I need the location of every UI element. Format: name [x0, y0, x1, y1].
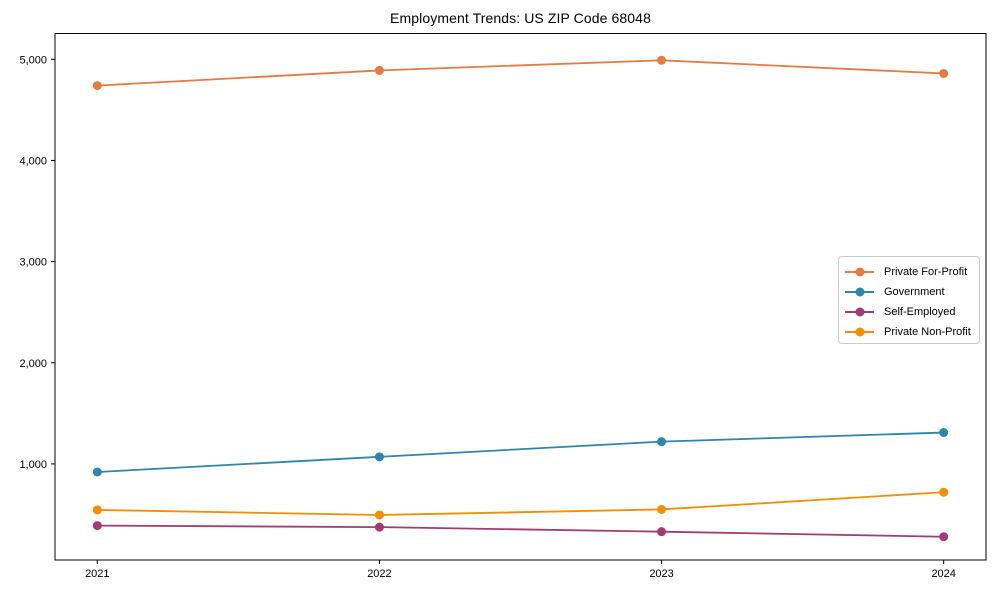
legend-item-private-non-profit: Private Non-Profit	[845, 322, 979, 342]
series-line-self-employed	[96, 524, 945, 538]
y-tick-label: 1,000	[19, 459, 47, 471]
legend-label: Self-Employed	[884, 305, 956, 318]
series-line-government	[96, 431, 945, 473]
legend-dot-icon	[855, 287, 864, 297]
series-self-employed	[92, 521, 949, 542]
axes-box	[54, 33, 987, 561]
legend-item-self-employed: Self-Employed	[845, 302, 979, 322]
legend-dot-icon	[855, 307, 864, 317]
data-point-private-non-profit-2024	[939, 487, 949, 497]
y-tick-label: 3,000	[19, 257, 47, 269]
legend-line-marker-icon	[845, 307, 874, 317]
data-point-government-2023	[657, 437, 667, 447]
series-private-non-profit	[92, 487, 949, 520]
series-government	[92, 428, 949, 477]
data-point-private-for-profit-2024	[939, 68, 949, 78]
legend-label: Government	[884, 285, 945, 298]
data-point-self-employed-2024	[939, 532, 949, 542]
x-tick-label: 2024	[931, 568, 955, 580]
series-line-private-non-profit	[96, 491, 945, 516]
data-point-self-employed-2023	[657, 527, 667, 537]
data-point-private-non-profit-2021	[92, 505, 102, 515]
x-tick-label: 2023	[649, 568, 673, 580]
x-tick-label: 2021	[85, 568, 109, 580]
legend: Private For-Profit Government Self-Employe…	[838, 256, 980, 344]
legend-dot-icon	[855, 267, 864, 277]
chart-title: Employment Trends: US ZIP Code 68048	[390, 10, 651, 26]
data-point-government-2024	[939, 428, 949, 438]
data-point-government-2021	[92, 467, 102, 477]
y-tick-label: 5,000	[19, 54, 47, 66]
legend-line-marker-icon	[845, 327, 874, 337]
legend-dot-icon	[855, 327, 864, 337]
data-point-self-employed-2021	[92, 521, 102, 531]
legend-line-marker-icon	[845, 267, 874, 277]
y-tick-label: 2,000	[19, 358, 47, 370]
legend-label: Private Non-Profit	[884, 325, 971, 338]
legend-item-government: Government	[845, 282, 979, 302]
legend-label: Private For-Profit	[884, 265, 968, 278]
data-point-government-2022	[374, 452, 384, 462]
data-point-private-for-profit-2022	[374, 65, 384, 75]
data-point-private-non-profit-2023	[657, 504, 667, 514]
data-point-private-for-profit-2021	[92, 81, 102, 91]
data-point-self-employed-2022	[374, 522, 384, 532]
legend-line-marker-icon	[845, 287, 874, 297]
x-tick-label: 2022	[367, 568, 391, 580]
series-line-private-for-profit	[96, 59, 945, 87]
series-private-for-profit	[92, 55, 949, 91]
legend-item-private-for-profit: Private For-Profit	[845, 262, 979, 282]
y-tick-label: 4,000	[19, 155, 47, 167]
y-axis: 1,000 2,000 3,000 4,000 5,000	[19, 54, 55, 471]
data-point-private-non-profit-2022	[374, 510, 384, 520]
data-point-private-for-profit-2023	[657, 55, 667, 65]
x-axis: 2021 2022 2023 2024	[85, 560, 956, 580]
